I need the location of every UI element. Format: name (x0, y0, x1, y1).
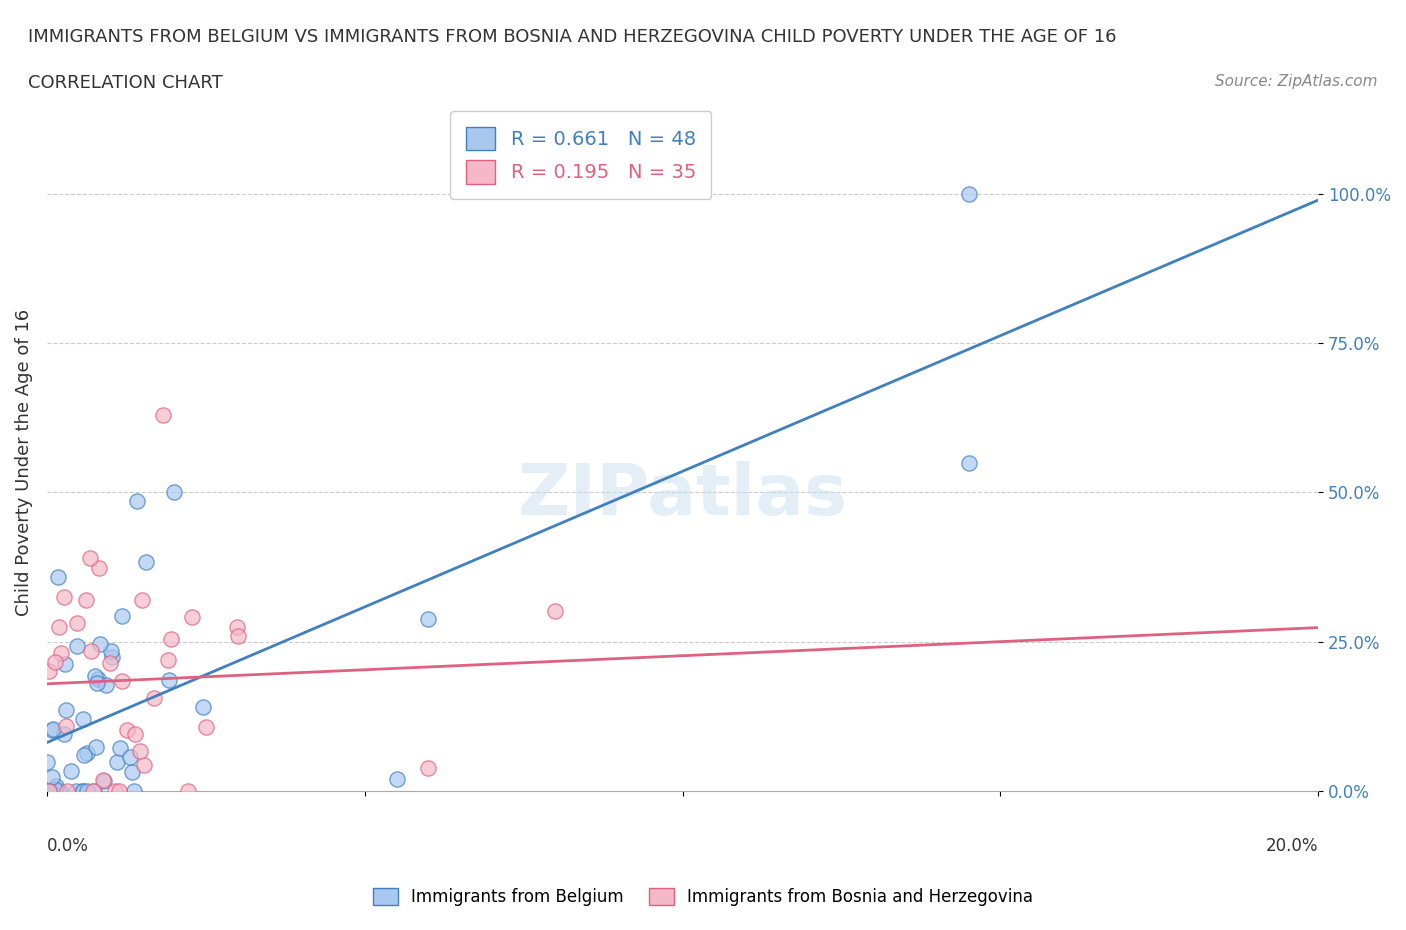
Point (418, 611, 440, 626)
Point (125, 494, 148, 509)
Point (957, 455, 980, 470)
Point (156, 653, 179, 668)
Point (46, 570, 69, 585)
Text: CORRELATION CHART: CORRELATION CHART (28, 74, 224, 92)
Point (49, 784, 72, 799)
Text: ZIPatlas: ZIPatlas (517, 461, 848, 530)
Point (87, 671, 110, 686)
Point (84, 669, 107, 684)
Point (42, 722, 65, 737)
Point (117, 723, 139, 737)
Point (44, 654, 66, 669)
Point (53, 657, 76, 671)
Point (385, 771, 408, 786)
Point (89, 561, 111, 576)
Point (177, 784, 200, 799)
Point (131, 592, 153, 607)
Text: 20.0%: 20.0% (1265, 837, 1319, 855)
Point (55, 719, 77, 734)
Point (121, 765, 143, 780)
Point (101, 650, 124, 665)
Point (191, 700, 214, 715)
Point (53, 727, 76, 742)
Point (111, 608, 134, 623)
Point (100, 644, 122, 658)
Text: 0.0%: 0.0% (46, 837, 89, 855)
Point (122, 784, 145, 799)
Point (72, 711, 94, 726)
Point (105, 754, 128, 769)
Point (124, 727, 146, 742)
Text: IMMIGRANTS FROM BELGIUM VS IMMIGRANTS FROM BOSNIA AND HERZEGOVINA CHILD POVERTY : IMMIGRANTS FROM BELGIUM VS IMMIGRANTS FR… (28, 28, 1116, 46)
Point (49, 645, 72, 660)
Point (35, 755, 58, 770)
Point (56, 784, 79, 799)
Y-axis label: Child Poverty Under the Age of 16: Child Poverty Under the Age of 16 (15, 309, 32, 617)
Point (44, 782, 66, 797)
Point (53, 590, 76, 604)
Point (226, 619, 249, 634)
Point (38, 784, 60, 799)
Point (80, 644, 103, 658)
Point (38, 664, 60, 679)
Point (37, 784, 59, 799)
Point (76, 784, 98, 799)
Point (75, 592, 97, 607)
Point (48, 619, 70, 634)
Point (46, 784, 69, 799)
Point (418, 761, 440, 776)
Point (65, 639, 87, 654)
Point (120, 750, 142, 764)
Point (108, 741, 131, 756)
Point (98, 656, 121, 671)
Point (135, 554, 157, 569)
Point (93, 774, 115, 789)
Point (45, 779, 67, 794)
Point (79, 551, 101, 566)
Point (70, 784, 93, 799)
Point (544, 604, 567, 618)
Point (91, 772, 114, 787)
Point (111, 673, 134, 688)
Point (104, 784, 127, 799)
Point (957, 186, 980, 201)
Point (55, 703, 77, 718)
Point (59, 764, 82, 778)
Point (129, 743, 152, 758)
Point (132, 758, 155, 773)
Point (84, 739, 107, 754)
Point (72, 784, 94, 799)
Point (194, 720, 217, 735)
Point (83, 784, 105, 799)
Point (108, 784, 131, 799)
Point (159, 631, 181, 646)
Point (180, 610, 202, 625)
Point (76, 746, 98, 761)
Point (65, 784, 87, 799)
Point (152, 407, 174, 422)
Point (143, 690, 166, 705)
Point (41, 723, 63, 737)
Point (82, 784, 104, 799)
Point (94, 677, 117, 692)
Point (38, 784, 60, 799)
Point (157, 672, 180, 687)
Point (226, 629, 249, 644)
Point (163, 485, 186, 499)
Legend: R = 0.661   N = 48, R = 0.195   N = 35: R = 0.661 N = 48, R = 0.195 N = 35 (450, 111, 711, 199)
Text: Source: ZipAtlas.com: Source: ZipAtlas.com (1215, 74, 1378, 89)
Point (89, 636, 111, 651)
Point (41, 770, 63, 785)
Legend: Immigrants from Belgium, Immigrants from Bosnia and Herzegovina: Immigrants from Belgium, Immigrants from… (366, 881, 1040, 912)
Point (73, 748, 96, 763)
Point (66, 616, 89, 631)
Point (86, 676, 108, 691)
